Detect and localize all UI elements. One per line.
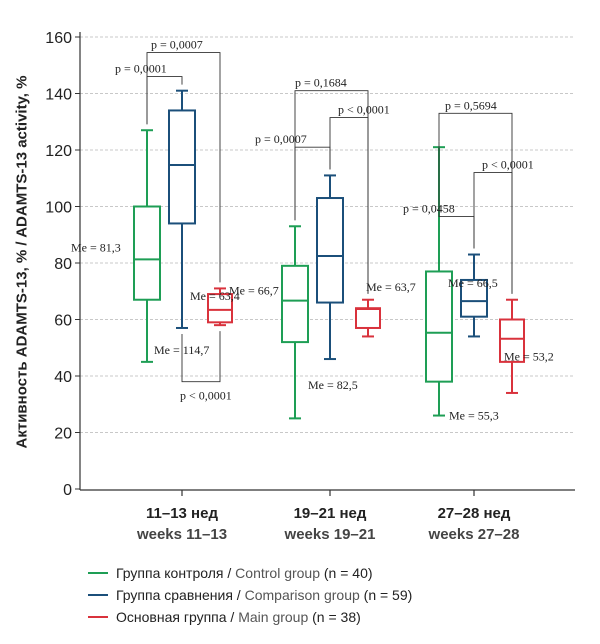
median-label: Me = 55,3: [449, 409, 499, 423]
y-tick-label: 40: [54, 369, 72, 386]
category-label-en: weeks 27–28: [428, 526, 520, 543]
y-tick-label: 0: [63, 482, 72, 499]
median-label: Me = 63,7: [366, 280, 416, 294]
legend-label-ru: Основная группа: [116, 609, 227, 625]
p-value-label: p = 0,5694: [445, 98, 497, 112]
box: [133, 205, 161, 301]
p-value-label: p < 0,0001: [482, 158, 534, 172]
legend-n: (n = 59): [363, 587, 413, 603]
legend-n: (n = 40): [323, 565, 373, 581]
category-label-weeks-19-21: 19–21 нед weeks 19–21: [250, 505, 410, 543]
median-label: Me = 66,7: [229, 283, 279, 297]
y-tick-label: 80: [54, 256, 72, 273]
p-value-bracket: [146, 52, 221, 283]
category-label-en: weeks 11–13: [136, 526, 228, 543]
legend-label-ru: Группа сравнения: [116, 587, 233, 603]
p-value-bracket: [438, 141, 475, 249]
y-tick-label: 160: [45, 30, 72, 47]
p-value-bracket: [329, 117, 369, 294]
median-label: Me = 53,2: [504, 350, 554, 364]
box: [281, 264, 309, 344]
y-axis-title: Активность ADAMTS-13, % / ADAMTS-13 acti…: [13, 75, 31, 449]
legend-item-control: Группа контроля / Control group (n = 40): [88, 562, 412, 584]
legend-item-main: Основная группа / Main group (n = 38): [88, 606, 412, 628]
legend-swatch: [88, 572, 108, 574]
box: [355, 307, 381, 329]
box: [460, 278, 488, 318]
legend-item-comparison: Группа сравнения / Comparison group (n =…: [88, 584, 412, 606]
median-label: Me = 82,5: [308, 378, 358, 392]
legend-label-ru: Группа контроля: [116, 565, 224, 581]
legend-label-en: Control group: [235, 565, 320, 581]
box: [316, 197, 344, 304]
category-label-en: weeks 19–21: [284, 526, 376, 543]
box: [499, 318, 525, 363]
legend-label-en: Comparison group: [244, 587, 360, 603]
category-label-ru: 11–13 нед: [146, 505, 218, 522]
p-value-label: p = 0,0007: [151, 38, 203, 52]
legend-swatch: [88, 594, 108, 596]
p-value-label: p < 0,0001: [180, 389, 232, 403]
y-tick-label: 100: [45, 200, 72, 217]
box: [425, 270, 453, 383]
legend-swatch: [88, 616, 108, 618]
y-tick-label: 60: [54, 313, 72, 330]
legend-label-en: Main group: [238, 609, 309, 625]
y-tick-label: 120: [45, 143, 72, 160]
category-label-ru: 19–21 нед: [293, 505, 367, 522]
p-value-label: p = 0,0458: [403, 201, 455, 215]
legend: Группа контроля / Control group (n = 40)…: [88, 562, 412, 628]
median-label: Me = 81,3: [71, 240, 121, 254]
p-value-bracket: [473, 172, 513, 294]
p-value-bracket: [181, 331, 221, 383]
category-label-weeks-27-28: 27–28 нед weeks 27–28: [394, 505, 554, 543]
median-label: Me = 63,4: [190, 289, 240, 303]
y-tick-label: 20: [54, 426, 72, 443]
y-tick-label: 140: [45, 87, 72, 104]
p-value-label: p = 0,1684: [295, 76, 347, 90]
category-label-weeks-11-13: 11–13 нед weeks 11–13: [102, 505, 262, 543]
box: [168, 109, 196, 225]
box: [207, 293, 233, 324]
category-label-ru: 27–28 нед: [437, 505, 511, 522]
p-value-label: p = 0,0001: [115, 62, 167, 76]
legend-n: (n = 38): [312, 609, 361, 625]
p-value-label: p = 0,0007: [255, 132, 307, 146]
p-value-label: p < 0,0001: [338, 103, 390, 117]
median-label: Me = 66,5: [448, 276, 498, 290]
